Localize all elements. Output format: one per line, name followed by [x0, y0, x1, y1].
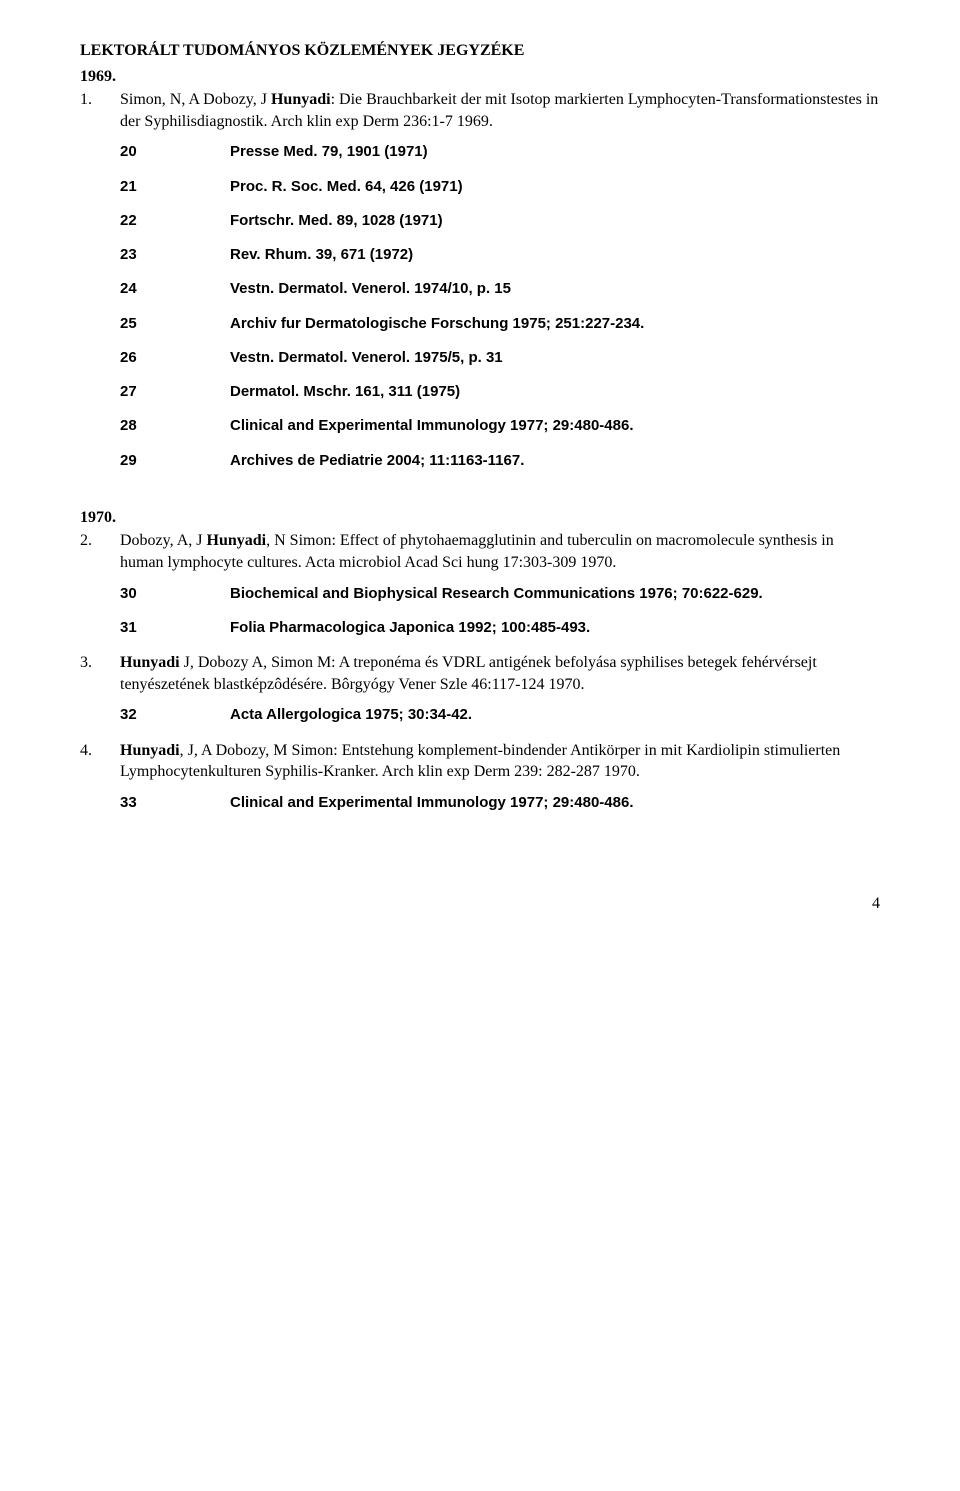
citation-row: 26Vestn. Dermatol. Venerol. 1975/5, p. 3… — [120, 348, 880, 368]
citation-num: 29 — [120, 451, 230, 471]
citation-num: 32 — [120, 705, 230, 725]
citation-row: 21Proc. R. Soc. Med. 64, 426 (1971) — [120, 177, 880, 197]
citation-text: Rev. Rhum. 39, 671 (1972) — [230, 245, 880, 265]
author-bold: Hunyadi — [120, 654, 180, 671]
citation-num: 28 — [120, 416, 230, 436]
citation-num: 25 — [120, 314, 230, 334]
citation-text: Folia Pharmacologica Japonica 1992; 100:… — [230, 618, 880, 638]
page-title: LEKTORÁLT TUDOMÁNYOS KÖZLEMÉNYEK JEGYZÉK… — [80, 40, 880, 62]
citation-row: 31Folia Pharmacologica Japonica 1992; 10… — [120, 618, 880, 638]
author-bold: Hunyadi — [207, 532, 267, 549]
bib-entry: 3. Hunyadi J, Dobozy A, Simon M: A trepo… — [80, 652, 880, 695]
citation-num: 30 — [120, 584, 230, 604]
citation-text: Vestn. Dermatol. Venerol. 1974/10, p. 15 — [230, 279, 880, 299]
citation-row: 33Clinical and Experimental Immunology 1… — [120, 793, 880, 813]
page-number: 4 — [80, 893, 880, 915]
citation-num: 27 — [120, 382, 230, 402]
entry-text: Dobozy, A, J Hunyadi, N Simon: Effect of… — [120, 530, 880, 573]
citation-text: Acta Allergologica 1975; 30:34-42. — [230, 705, 880, 725]
year-1969: 1969. — [80, 66, 880, 88]
author-bold: Hunyadi — [271, 91, 331, 108]
citation-text: Clinical and Experimental Immunology 197… — [230, 416, 880, 436]
citation-block: 32Acta Allergologica 1975; 30:34-42. — [120, 705, 880, 725]
bib-entry: 4. Hunyadi, J, A Dobozy, M Simon: Entste… — [80, 740, 880, 783]
citation-block: 33Clinical and Experimental Immunology 1… — [120, 793, 880, 813]
citation-num: 33 — [120, 793, 230, 813]
text-pre: Simon, N, A Dobozy, J — [120, 91, 271, 108]
citation-num: 21 — [120, 177, 230, 197]
citation-row: 20Presse Med. 79, 1901 (1971) — [120, 142, 880, 162]
citation-row: 32Acta Allergologica 1975; 30:34-42. — [120, 705, 880, 725]
citation-num: 20 — [120, 142, 230, 162]
citation-row: 25Archiv fur Dermatologische Forschung 1… — [120, 314, 880, 334]
citation-block: 30Biochemical and Biophysical Research C… — [120, 584, 880, 639]
citation-num: 26 — [120, 348, 230, 368]
author-bold: Hunyadi — [120, 742, 180, 759]
citation-text: Archiv fur Dermatologische Forschung 197… — [230, 314, 880, 334]
citation-num: 24 — [120, 279, 230, 299]
citation-row: 28Clinical and Experimental Immunology 1… — [120, 416, 880, 436]
text-pre: Dobozy, A, J — [120, 532, 207, 549]
citation-text: Vestn. Dermatol. Venerol. 1975/5, p. 31 — [230, 348, 880, 368]
text-post: , J, A Dobozy, M Simon: Entstehung kompl… — [120, 742, 840, 781]
entry-text: Hunyadi, J, A Dobozy, M Simon: Entstehun… — [120, 740, 880, 783]
citation-row: 30Biochemical and Biophysical Research C… — [120, 584, 880, 604]
citation-text: Fortschr. Med. 89, 1028 (1971) — [230, 211, 880, 231]
text-post: J, Dobozy A, Simon M: A treponéma és VDR… — [120, 654, 817, 693]
bib-entry: 2. Dobozy, A, J Hunyadi, N Simon: Effect… — [80, 530, 880, 573]
entry-number: 2. — [80, 530, 120, 573]
entry-number: 4. — [80, 740, 120, 783]
citation-text: Proc. R. Soc. Med. 64, 426 (1971) — [230, 177, 880, 197]
citation-num: 22 — [120, 211, 230, 231]
citation-row: 23Rev. Rhum. 39, 671 (1972) — [120, 245, 880, 265]
citation-num: 31 — [120, 618, 230, 638]
citation-row: 24Vestn. Dermatol. Venerol. 1974/10, p. … — [120, 279, 880, 299]
year-1970: 1970. — [80, 507, 880, 529]
citation-row: 27Dermatol. Mschr. 161, 311 (1975) — [120, 382, 880, 402]
entry-number: 1. — [80, 89, 120, 132]
citation-text: Archives de Pediatrie 2004; 11:1163-1167… — [230, 451, 880, 471]
entry-text: Hunyadi J, Dobozy A, Simon M: A treponém… — [120, 652, 880, 695]
citation-row: 22Fortschr. Med. 89, 1028 (1971) — [120, 211, 880, 231]
citation-text: Clinical and Experimental Immunology 197… — [230, 793, 880, 813]
entry-text: Simon, N, A Dobozy, J Hunyadi: Die Brauc… — [120, 89, 880, 132]
citation-text: Presse Med. 79, 1901 (1971) — [230, 142, 880, 162]
entry-number: 3. — [80, 652, 120, 695]
citation-num: 23 — [120, 245, 230, 265]
bib-entry: 1. Simon, N, A Dobozy, J Hunyadi: Die Br… — [80, 89, 880, 132]
citation-text: Dermatol. Mschr. 161, 311 (1975) — [230, 382, 880, 402]
citation-text: Biochemical and Biophysical Research Com… — [230, 584, 880, 604]
citation-block: 20Presse Med. 79, 1901 (1971) 21Proc. R.… — [120, 142, 880, 471]
citation-row: 29Archives de Pediatrie 2004; 11:1163-11… — [120, 451, 880, 471]
